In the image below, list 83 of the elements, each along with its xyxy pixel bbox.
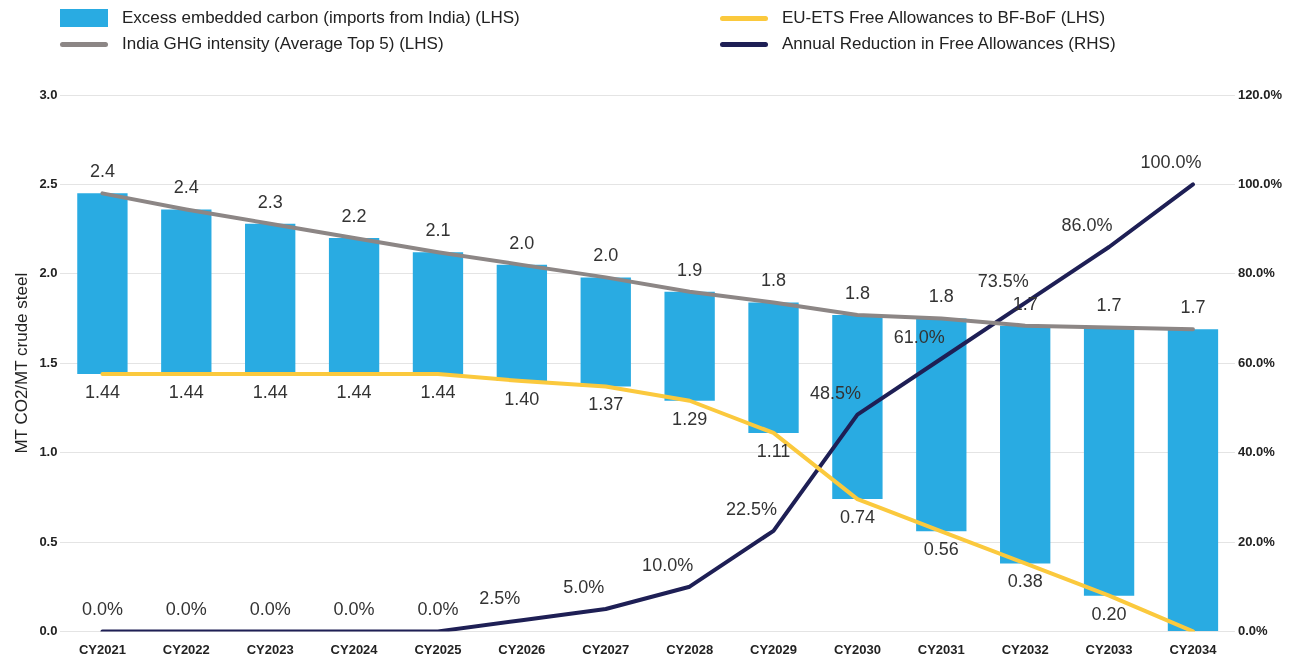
- data-label: 1.7: [1180, 297, 1206, 318]
- data-label: 73.5%: [977, 270, 1029, 291]
- data-label: 0.56: [923, 539, 959, 560]
- data-label: 2.4: [89, 161, 115, 182]
- data-label: 1.9: [677, 259, 703, 280]
- data-label: 0.20: [1091, 603, 1127, 624]
- y-axis-title: MT CO2/MT crude steel: [11, 272, 31, 454]
- x-tick-label: CY2031: [917, 641, 965, 657]
- bar: [1083, 327, 1135, 596]
- data-label: 22.5%: [726, 498, 778, 519]
- x-tick-label: CY2029: [750, 641, 798, 657]
- legend-label: Annual Reduction in Free Allowances (RHS): [782, 34, 1116, 54]
- legend-label: India GHG intensity (Average Top 5) (LHS): [122, 34, 444, 54]
- bar: [77, 193, 128, 374]
- bar: [496, 264, 548, 382]
- y-tick-label: 0.0: [39, 622, 58, 638]
- data-label: 2.0: [509, 232, 535, 253]
- x-tick-label: CY2028: [666, 641, 714, 657]
- data-label: 2.3: [257, 191, 283, 212]
- y-tick-label: 1.0: [39, 444, 58, 460]
- bar: [161, 209, 212, 374]
- data-label: 1.44: [420, 381, 456, 402]
- data-label: 0.38: [1007, 571, 1043, 592]
- legend-label: EU-ETS Free Allowances to BF-BoF (LHS): [782, 8, 1106, 28]
- bar: [245, 223, 296, 374]
- data-label: 1.7: [1096, 295, 1122, 316]
- data-label: 0.0%: [333, 599, 375, 620]
- data-label: 2.4: [173, 177, 199, 198]
- data-label: 2.0: [593, 245, 619, 266]
- data-label: 0.0%: [249, 599, 291, 620]
- data-label: 10.0%: [642, 554, 694, 575]
- data-label: 0.0%: [165, 599, 207, 620]
- data-label: 1.44: [168, 381, 204, 402]
- data-label: 1.29: [672, 408, 708, 429]
- data-label: 1.44: [252, 381, 288, 402]
- y2-tick-label: 100.0%: [1237, 175, 1283, 191]
- x-tick-label: CY2025: [414, 641, 462, 657]
- data-label: 1.8: [761, 270, 787, 291]
- bar: [580, 277, 631, 387]
- data-label: 1.44: [336, 381, 372, 402]
- bar: [1000, 325, 1051, 564]
- data-label: 100.0%: [1140, 152, 1202, 173]
- bar: [664, 291, 715, 401]
- y2-tick-label: 120.0%: [1237, 86, 1283, 102]
- data-label: 2.1: [425, 220, 451, 241]
- data-label: 0.0%: [81, 599, 123, 620]
- data-label: 1.40: [504, 389, 540, 410]
- data-label: 2.5%: [479, 588, 521, 609]
- x-tick-label: CY2024: [330, 641, 379, 657]
- data-label: 1.8: [844, 282, 870, 303]
- x-tick-label: CY2023: [246, 641, 294, 657]
- data-label: 1.8: [928, 286, 954, 307]
- bar: [412, 252, 464, 374]
- data-label: 1.37: [588, 394, 624, 415]
- x-tick-label: CY2034: [1169, 641, 1218, 657]
- x-tick-label: CY2033: [1085, 641, 1133, 657]
- y-tick-label: 1.5: [39, 354, 58, 370]
- y-tick-label: 0.5: [39, 533, 58, 549]
- data-label: 5.0%: [563, 577, 605, 598]
- x-tick-label: CY2027: [582, 641, 630, 657]
- y-tick-label: 2.0: [39, 265, 58, 281]
- y2-tick-label: 40.0%: [1237, 444, 1276, 460]
- y2-tick-label: 0.0%: [1237, 622, 1268, 638]
- data-label: 86.0%: [1061, 214, 1113, 235]
- data-label: 2.2: [341, 206, 367, 227]
- x-tick-label: CY2022: [162, 641, 210, 657]
- x-tick-label: CY2030: [833, 641, 881, 657]
- y2-tick-label: 60.0%: [1237, 354, 1276, 370]
- bar: [328, 238, 380, 374]
- data-label: 0.74: [839, 507, 875, 528]
- y2-tick-label: 20.0%: [1237, 533, 1276, 549]
- bar: [1167, 329, 1219, 631]
- data-label: 1.11: [756, 440, 791, 461]
- data-label: 1.44: [84, 381, 120, 402]
- y-tick-label: 3.0: [39, 86, 58, 102]
- legend-label: Excess embedded carbon (imports from India) (LHS): [122, 8, 520, 28]
- x-tick-label: CY2026: [498, 641, 546, 657]
- x-tick-label: CY2021: [78, 641, 126, 657]
- x-tick-label: CY2032: [1001, 641, 1049, 657]
- data-label: 0.0%: [417, 599, 459, 620]
- y2-tick-label: 80.0%: [1237, 265, 1276, 281]
- y-tick-label: 2.5: [39, 175, 58, 191]
- bar: [748, 302, 799, 433]
